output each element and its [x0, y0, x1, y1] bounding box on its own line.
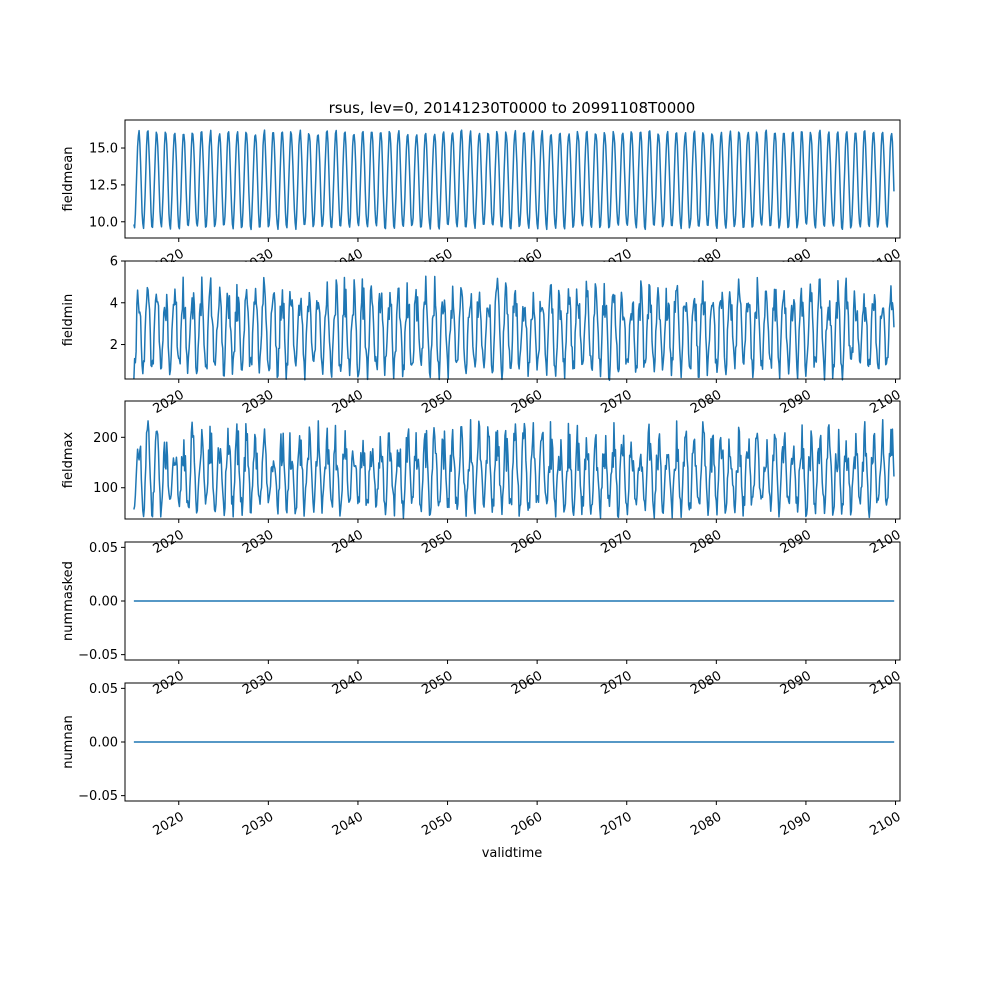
fieldmin-y-tick-label: 2: [110, 338, 118, 353]
fieldmean-y-axis-title: fieldmean: [61, 147, 76, 212]
fieldmin-y-tick-label: 6: [110, 255, 118, 270]
fieldmax-y-tick-label: 100: [93, 481, 118, 496]
chart-title: rsus, lev=0, 20141230T0000 to 20991108T0…: [329, 99, 696, 117]
fieldmean-axes-frame: [124, 119, 901, 239]
fieldmax-axes-frame: [124, 400, 901, 520]
fieldmin-axes-frame: [124, 260, 901, 380]
fieldmax-series-line: [133, 418, 895, 519]
fieldmin-series-line: [133, 275, 895, 382]
x-axis-title: validtime: [482, 846, 543, 861]
fieldmean-y-tick-label: 15.0: [89, 142, 118, 157]
numnan-y-tick-label: 0.05: [89, 682, 118, 697]
numnan-y-tick-label: 0.00: [89, 736, 118, 751]
nummasked-y-tick-label: −0.05: [78, 648, 118, 663]
numnan-y-tick-label: −0.05: [78, 789, 118, 804]
fieldmean-series-line: [133, 129, 895, 231]
fieldmean-y-tick-label: 10.0: [89, 215, 118, 230]
numnan-y-axis-title: numnan: [61, 715, 76, 769]
nummasked-y-tick-label: 0.05: [89, 541, 118, 556]
fieldmin-y-tick-label: 4: [110, 296, 118, 311]
fieldmax-y-axis-title: fieldmax: [61, 432, 76, 489]
nummasked-y-tick-label: 0.00: [89, 595, 118, 610]
fieldmin-y-axis-title: fieldmin: [61, 294, 76, 347]
fieldmean-y-tick-label: 12.5: [89, 178, 118, 193]
nummasked-y-axis-title: nummasked: [61, 561, 76, 641]
fieldmax-y-tick-label: 200: [93, 431, 118, 446]
